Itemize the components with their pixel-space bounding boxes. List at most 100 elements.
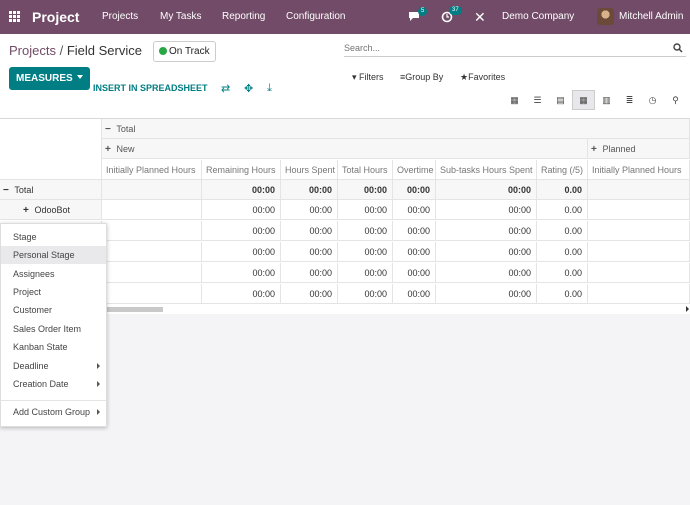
- map-view-icon[interactable]: ⚲: [672, 94, 679, 105]
- measure-header[interactable]: Initially Planned Hours: [102, 160, 202, 180]
- pivot-cell[interactable]: 00:00: [281, 242, 338, 262]
- pivot-cell[interactable]: 00:00: [202, 263, 281, 283]
- pivot-view-icon[interactable]: ▦: [572, 90, 595, 110]
- group-option-customer[interactable]: Customer: [13, 305, 53, 315]
- measure-header[interactable]: Rating (/5): [537, 160, 588, 180]
- pivot-cell[interactable]: [588, 263, 690, 283]
- pivot-cell[interactable]: 00:00: [393, 221, 436, 241]
- app-name[interactable]: Project: [32, 9, 80, 25]
- favorites-button[interactable]: ★Favorites: [460, 72, 505, 83]
- search-input[interactable]: [344, 40, 664, 53]
- group-option-creation-date[interactable]: Creation Date: [1, 375, 106, 393]
- group-option-personal-stage[interactable]: Personal Stage: [1, 246, 106, 264]
- pivot-cell[interactable]: 00:00: [393, 200, 436, 220]
- insert-spreadsheet-button[interactable]: INSERT IN SPREADSHEET: [93, 83, 208, 93]
- avatar[interactable]: [597, 8, 614, 25]
- pivot-cell[interactable]: 00:00: [281, 180, 338, 200]
- breadcrumb-projects[interactable]: Projects: [9, 43, 56, 58]
- col-header-new[interactable]: + New: [102, 139, 588, 159]
- pivot-cell[interactable]: [102, 200, 202, 220]
- measure-header[interactable]: Sub-tasks Hours Spent: [436, 160, 537, 180]
- apps-menu-icon[interactable]: [9, 11, 20, 22]
- pivot-cell[interactable]: 00:00: [202, 284, 281, 304]
- gantt-view-icon[interactable]: ≣: [625, 94, 634, 105]
- pivot-cell[interactable]: [588, 221, 690, 241]
- pivot-cell[interactable]: 00:00: [202, 180, 281, 200]
- pivot-cell[interactable]: 00:00: [436, 242, 537, 262]
- add-custom-group[interactable]: Add Custom Group: [1, 403, 106, 421]
- group-option-assignees[interactable]: Assignees: [13, 269, 55, 279]
- company-switcher[interactable]: Demo Company: [502, 11, 575, 22]
- download-icon[interactable]: ⤓: [267, 82, 272, 94]
- menu-projects[interactable]: Projects: [102, 11, 139, 22]
- pivot-cell[interactable]: 0.00: [537, 263, 588, 283]
- flip-axis-icon[interactable]: ⇄: [221, 83, 231, 95]
- group-option-kanban-state[interactable]: Kanban State: [13, 342, 68, 352]
- pivot-cell[interactable]: [102, 263, 202, 283]
- expand-all-icon[interactable]: ✥: [244, 83, 254, 95]
- pivot-cell[interactable]: 0.00: [537, 221, 588, 241]
- pivot-cell[interactable]: 00:00: [281, 284, 338, 304]
- search-bar[interactable]: [344, 40, 686, 57]
- pivot-cell[interactable]: 00:00: [436, 263, 537, 283]
- pivot-cell[interactable]: 00:00: [393, 263, 436, 283]
- pivot-cell[interactable]: 00:00: [436, 180, 537, 200]
- pivot-cell[interactable]: 00:00: [393, 242, 436, 262]
- pivot-cell[interactable]: 0.00: [537, 200, 588, 220]
- group-option-project[interactable]: Project: [13, 287, 42, 297]
- pivot-cell[interactable]: 0.00: [537, 180, 588, 200]
- row-header-odoobot[interactable]: + OdooBot: [0, 200, 102, 220]
- pivot-cell[interactable]: [588, 284, 690, 304]
- horizontal-scrollbar[interactable]: [0, 304, 690, 314]
- pivot-cell[interactable]: [588, 180, 690, 200]
- activities-icon[interactable]: 37: [441, 6, 462, 23]
- measure-header[interactable]: Total Hours: [338, 160, 393, 180]
- pivot-cell[interactable]: [102, 284, 202, 304]
- kanban-view-icon[interactable]: ▦: [510, 94, 519, 105]
- menu-my-tasks[interactable]: My Tasks: [160, 11, 202, 22]
- pivot-cell[interactable]: [102, 242, 202, 262]
- pivot-cell[interactable]: [102, 221, 202, 241]
- filters-button[interactable]: ▾ Filters: [352, 72, 384, 83]
- pivot-cell[interactable]: 00:00: [338, 284, 393, 304]
- scrollbar-thumb[interactable]: [107, 307, 163, 312]
- pivot-cell[interactable]: 00:00: [202, 200, 281, 220]
- menu-reporting[interactable]: Reporting: [222, 11, 266, 22]
- pivot-cell[interactable]: 00:00: [281, 263, 338, 283]
- group-option-stage[interactable]: Stage: [13, 232, 37, 242]
- group-option-deadline[interactable]: Deadline: [1, 357, 106, 375]
- pivot-cell[interactable]: 00:00: [393, 180, 436, 200]
- menu-configuration[interactable]: Configuration: [286, 11, 346, 22]
- pivot-cell[interactable]: 00:00: [338, 242, 393, 262]
- group-by-button[interactable]: ≡Group By: [400, 72, 443, 82]
- pivot-cell[interactable]: 00:00: [393, 284, 436, 304]
- pivot-cell[interactable]: 00:00: [338, 200, 393, 220]
- pivot-cell[interactable]: 00:00: [281, 200, 338, 220]
- pivot-cell[interactable]: 00:00: [436, 200, 537, 220]
- measures-button[interactable]: MEASURES: [9, 67, 90, 90]
- row-header-total[interactable]: − Total: [0, 180, 102, 200]
- user-menu[interactable]: Mitchell Admin: [619, 11, 684, 22]
- search-icon[interactable]: [673, 43, 683, 53]
- measure-header[interactable]: Remaining Hours: [202, 160, 281, 180]
- pivot-cell[interactable]: 00:00: [338, 263, 393, 283]
- pivot-cell[interactable]: 00:00: [202, 221, 281, 241]
- measure-header[interactable]: Hours Spent: [281, 160, 338, 180]
- scroll-right-icon[interactable]: [686, 306, 689, 312]
- pivot-cell[interactable]: 00:00: [338, 180, 393, 200]
- pivot-cell[interactable]: 0.00: [537, 242, 588, 262]
- tools-icon[interactable]: ✕: [474, 9, 486, 25]
- pivot-cell[interactable]: 00:00: [202, 242, 281, 262]
- messages-icon[interactable]: 5: [408, 7, 428, 22]
- pivot-cell[interactable]: [588, 242, 690, 262]
- calendar-view-icon[interactable]: ▤: [556, 94, 565, 105]
- pivot-cell[interactable]: 00:00: [436, 221, 537, 241]
- list-view-icon[interactable]: ☰: [533, 94, 542, 105]
- pivot-cell[interactable]: 00:00: [338, 221, 393, 241]
- group-option-sales-order-item[interactable]: Sales Order Item: [13, 324, 82, 334]
- pivot-cell[interactable]: 0.00: [537, 284, 588, 304]
- status-badge[interactable]: On Track: [153, 41, 216, 62]
- pivot-cell[interactable]: [102, 180, 202, 200]
- measure-header[interactable]: Overtime: [393, 160, 436, 180]
- pivot-cell[interactable]: [588, 200, 690, 220]
